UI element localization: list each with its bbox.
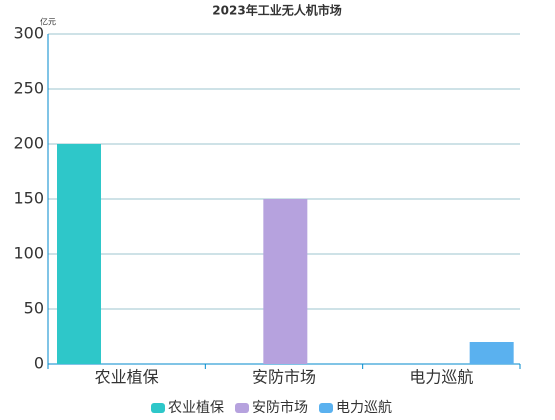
legend-label: 农业植保: [168, 400, 224, 416]
bar: [263, 199, 308, 364]
bar: [469, 342, 514, 364]
y-unit: 亿元: [40, 17, 56, 27]
legend-swatch: [151, 403, 165, 413]
legend-swatch: [319, 403, 333, 413]
bar: [57, 144, 101, 364]
y-tick-label: 150: [13, 189, 44, 208]
chart-title: 2023年工业无人机市场: [212, 3, 341, 18]
y-tick-label: 250: [13, 79, 44, 98]
y-tick-label: 0: [34, 354, 44, 373]
x-tick-label: 安防市场: [252, 368, 316, 387]
legend-label: 安防市场: [252, 399, 308, 416]
legend-label: 电力巡航: [336, 400, 392, 416]
y-tick-label: 200: [13, 134, 44, 153]
x-tick-label: 电力巡航: [409, 368, 473, 387]
x-tick-label: 农业植保: [95, 368, 159, 387]
y-tick-label: 100: [13, 244, 44, 263]
y-tick-label: 50: [24, 299, 44, 318]
legend-swatch: [235, 403, 249, 413]
y-tick-label: 300: [13, 24, 44, 43]
